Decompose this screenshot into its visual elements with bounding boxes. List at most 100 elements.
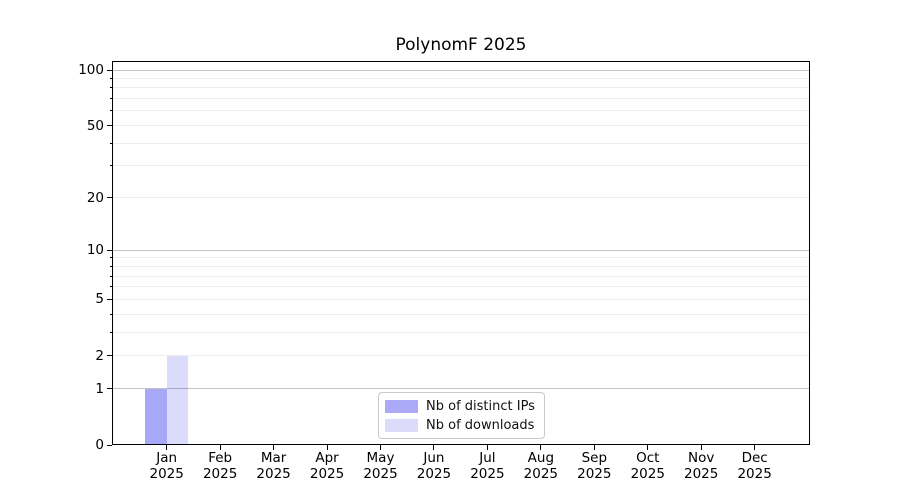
y-tick-label-20: 20: [86, 189, 104, 206]
x-tick-sep-2025: [593, 445, 595, 450]
x-tick-label-line: Oct: [636, 450, 660, 466]
gridline-minor-70: [112, 98, 810, 100]
legend-label-distinct-ips: Nb of distinct IPs: [426, 398, 535, 414]
gridline-major-10: [112, 249, 810, 251]
x-tick-label-line: 2025: [577, 466, 612, 482]
x-tick-label-line: 2025: [416, 466, 452, 482]
x-tick-aug-2025: [540, 445, 542, 450]
x-tick-label-line: 2025: [684, 466, 719, 482]
y-tick-0: [107, 444, 112, 446]
gridline-minor-60: [112, 110, 810, 112]
x-tick-label-line: Jan: [156, 450, 178, 466]
gridline-minor-80: [112, 87, 810, 89]
gridline-minor-50: [112, 125, 810, 127]
x-tick-jun-2025: [433, 445, 435, 450]
gridline-minor-5: [112, 298, 810, 300]
y-tick-label-50: 50: [86, 117, 104, 134]
x-tick-label-line: 2025: [470, 466, 505, 482]
y-minor-tick-8: [109, 265, 112, 267]
x-tick-label-line: Aug: [527, 450, 555, 466]
x-tick-label-line: 2025: [202, 466, 238, 482]
y-minor-tick-7: [109, 275, 112, 277]
x-tick-label-aug-2025: Aug 2025: [501, 450, 581, 482]
y-tick-label-0: 0: [95, 437, 104, 453]
x-tick-label-jul-2025: Jul 2025: [447, 450, 527, 482]
y-minor-tick-80: [109, 87, 112, 89]
x-tick-label-line: 2025: [149, 466, 184, 482]
x-tick-label-line: May: [366, 450, 395, 466]
x-tick-label-line: Nov: [688, 450, 715, 466]
x-tick-label-line: Sep: [581, 450, 608, 466]
y-minor-tick-70: [109, 98, 112, 100]
x-tick-label-line: Dec: [741, 450, 768, 466]
gridline-major-100: [112, 69, 810, 71]
x-tick-jan-2025: [166, 445, 168, 450]
gridline-minor-3: [112, 331, 810, 333]
x-tick-jul-2025: [486, 445, 488, 450]
x-tick-dec-2025: [754, 445, 756, 450]
x-tick-nov-2025: [700, 445, 702, 450]
x-tick-label-line: 2025: [309, 466, 345, 482]
x-tick-apr-2025: [326, 445, 328, 450]
y-minor-tick-90: [109, 77, 112, 79]
gridline-minor-4: [112, 313, 810, 315]
x-tick-label-line: 2025: [737, 466, 772, 482]
x-tick-label-line: 2025: [523, 466, 559, 482]
legend-item-downloads: Nb of downloads: [385, 417, 535, 433]
y-tick-2: [107, 355, 112, 357]
x-tick-label-line: Apr: [315, 450, 339, 466]
gridline-minor-7: [112, 275, 810, 277]
x-tick-label-oct-2025: Oct 2025: [608, 450, 688, 482]
y-minor-tick-4: [109, 313, 112, 315]
y-tick-50: [107, 125, 112, 127]
gridline-minor-2: [112, 355, 810, 357]
gridline-major-1: [112, 388, 810, 390]
x-tick-feb-2025: [219, 445, 221, 450]
x-tick-label-apr-2025: Apr 2025: [287, 450, 367, 482]
y-minor-tick-3: [109, 331, 112, 333]
x-tick-label-jun-2025: Jun 2025: [394, 450, 474, 482]
legend-swatch-distinct-ips: [385, 399, 418, 413]
gridline-minor-8: [112, 265, 810, 267]
gridline-minor-90: [112, 77, 810, 79]
legend-item-distinct-ips: Nb of distinct IPs: [385, 398, 535, 414]
y-minor-tick-60: [109, 110, 112, 112]
x-tick-label-feb-2025: Feb 2025: [180, 450, 260, 482]
x-tick-label-line: Jul: [479, 450, 496, 466]
x-tick-label-line: 2025: [363, 466, 398, 482]
x-tick-label-line: Feb: [208, 450, 233, 466]
x-tick-label-line: Mar: [260, 450, 287, 466]
y-tick-5: [107, 298, 112, 300]
x-tick-label-line: 2025: [630, 466, 665, 482]
y-tick-label-10: 10: [86, 242, 104, 259]
x-tick-mar-2025: [273, 445, 275, 450]
y-tick-label-1: 1: [95, 380, 104, 397]
legend-swatch-downloads: [385, 418, 418, 432]
y-tick-100: [107, 69, 112, 71]
y-tick-label-5: 5: [95, 291, 104, 308]
y-tick-label-100: 100: [78, 62, 104, 78]
legend: Nb of distinct IPs Nb of downloads: [378, 392, 545, 439]
x-tick-oct-2025: [647, 445, 649, 450]
gridline-minor-6: [112, 286, 810, 288]
y-minor-tick-30: [109, 165, 112, 167]
x-tick-may-2025: [380, 445, 381, 450]
y-tick-20: [107, 197, 112, 199]
y-tick-label-2: 2: [95, 347, 104, 364]
gridline-minor-40: [112, 142, 810, 144]
bar-nb-of-distinct-ips-jan-2025: [145, 388, 167, 445]
y-tick-1: [107, 388, 112, 390]
y-minor-tick-9: [109, 257, 112, 259]
x-tick-label-line: 2025: [256, 466, 291, 482]
x-tick-label-mar-2025: Mar 2025: [234, 450, 314, 482]
gridline-minor-30: [112, 165, 810, 167]
y-minor-tick-40: [109, 142, 112, 144]
y-minor-tick-6: [109, 286, 112, 288]
gridline-minor-20: [112, 197, 810, 199]
x-tick-label-may-2025: May 2025: [341, 450, 421, 482]
x-tick-label-jan-2025: Jan 2025: [127, 450, 207, 482]
x-tick-label-line: Jun: [423, 450, 445, 466]
x-tick-label-dec-2025: Dec 2025: [715, 450, 795, 482]
bar-nb-of-downloads-jan-2025: [166, 355, 189, 445]
